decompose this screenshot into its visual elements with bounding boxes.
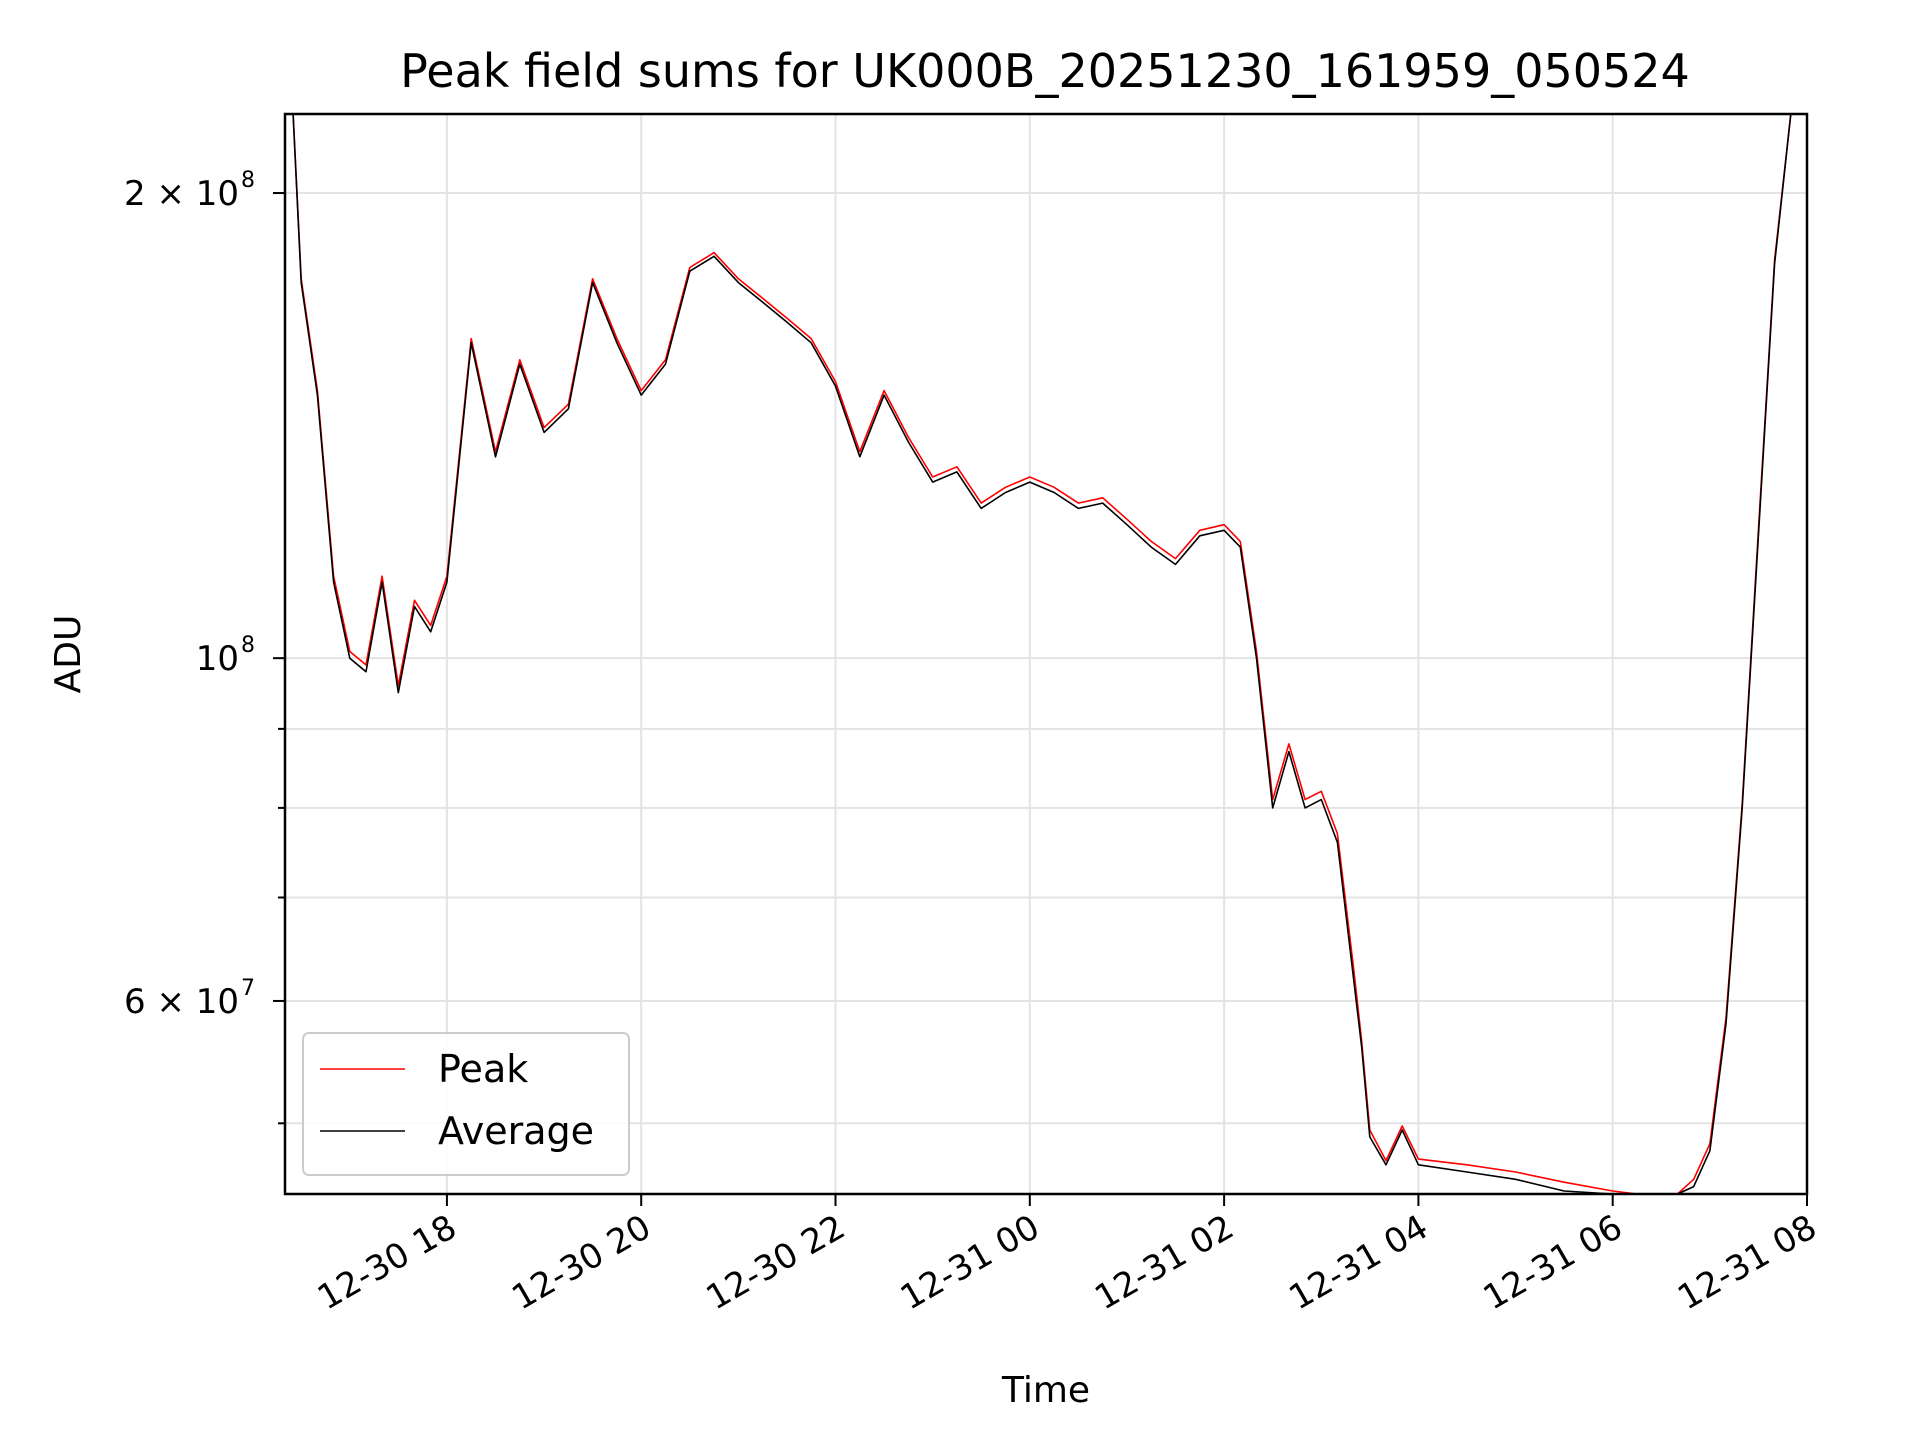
y-tick-exponent: 7 — [241, 976, 255, 1001]
y-axis-label: ADU — [48, 615, 89, 694]
y-tick-exponent: 8 — [241, 633, 255, 658]
legend-label-average: Average — [438, 1109, 594, 1153]
x-tick-label: 12-31 02 — [1088, 1207, 1240, 1318]
x-axis-label: Time — [1001, 1370, 1090, 1411]
y-tick-label: 10 — [196, 639, 239, 679]
plot-frame — [283, 112, 1809, 1196]
x-tick-label: 12-31 06 — [1477, 1207, 1629, 1318]
x-axis: 12-30 18 12-30 20 12-30 22 12-31 00 12-31 02… — [311, 1194, 1824, 1318]
y-axis: 2 × 10 810 86 × 10 7 — [124, 168, 285, 1125]
x-tick-label: 12-31 00 — [894, 1207, 1046, 1318]
y-tick-exponent: 8 — [241, 168, 255, 193]
x-tick-label: 12-31 08 — [1671, 1207, 1823, 1318]
series-line-average — [285, 113, 1792, 1195]
x-tick-label: 12-30 18 — [311, 1207, 463, 1318]
chart-title: Peak field sums for UK000B_20251230_1619… — [400, 44, 1690, 98]
x-tick-label: 12-31 04 — [1283, 1207, 1435, 1318]
y-tick-label: 2 × 10 — [124, 174, 239, 214]
legend-label-peak: Peak — [438, 1047, 528, 1091]
x-tick-label: 12-30 20 — [505, 1207, 657, 1318]
x-tick-label: 12-30 22 — [700, 1207, 852, 1318]
legend: Peak Average — [302, 1032, 630, 1176]
y-tick-label: 6 × 10 — [124, 982, 239, 1022]
